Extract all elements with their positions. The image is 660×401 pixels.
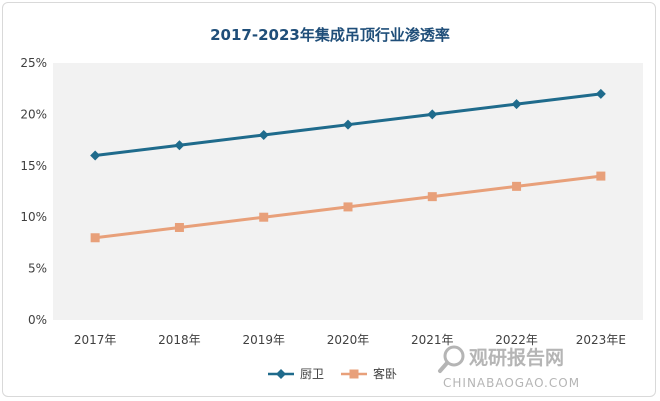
data-point-square-1 [174, 222, 184, 232]
y-tick-label: 5% [28, 262, 47, 276]
data-point-square-legend [349, 369, 359, 379]
y-tick-label: 25% [20, 56, 47, 70]
x-tick-label: 2023年E [576, 333, 626, 347]
y-tick-label: 0% [28, 313, 47, 327]
y-tick-label: 15% [20, 159, 47, 173]
chart-frame: 2017-2023年集成吊顶行业渗透率 0% 5% 10% 15% 20% 25% 201… [2, 2, 656, 397]
series-layer [90, 88, 606, 243]
data-point-square-6 [596, 171, 606, 181]
data-point-diamond-6 [595, 88, 606, 99]
x-tick-label: 2018年 [158, 333, 201, 347]
x-tick-label: 2021年 [411, 333, 454, 347]
data-point-square-0 [90, 233, 100, 243]
plot-area [53, 63, 643, 320]
data-point-diamond-1 [174, 140, 185, 151]
data-point-square-3 [343, 202, 353, 212]
x-axis: 2017年 2018年 2019年 2020年 2021年 2022年 2023年E [74, 333, 626, 347]
data-point-diamond-0 [90, 150, 101, 161]
data-point-diamond-3 [343, 119, 353, 130]
watermark: 观研报告网 CHINABAOGAO.COM [438, 345, 580, 390]
watermark-text-cn: 观研报告网 [469, 346, 564, 369]
data-point-square-5 [512, 181, 522, 191]
y-tick-label: 20% [20, 107, 47, 121]
data-point-square-4 [427, 192, 437, 202]
data-point-diamond-legend [276, 369, 286, 379]
x-tick-label: 2020年 [327, 333, 370, 347]
x-tick-label: 2022年 [495, 333, 538, 347]
chart-title: 2017-2023年集成吊顶行业渗透率 [210, 26, 450, 44]
y-axis: 0% 5% 10% 15% 20% 25% [20, 56, 47, 327]
series-0 [90, 88, 606, 161]
data-point-diamond-4 [427, 109, 438, 120]
y-tick-label: 10% [20, 210, 47, 224]
series-1 [90, 171, 606, 243]
magnifier-logo-icon [438, 345, 465, 373]
x-tick-label: 2019年 [242, 333, 285, 347]
legend-label: 客卧 [373, 366, 397, 381]
data-point-square-2 [259, 212, 269, 222]
data-point-diamond-2 [258, 129, 269, 140]
x-tick-label: 2017年 [74, 333, 117, 347]
line-chart: 2017-2023年集成吊顶行业渗透率 0% 5% 10% 15% 20% 25% 201… [20, 26, 643, 390]
legend-item-1: 客卧 [341, 366, 397, 381]
legend-label: 厨卫 [300, 367, 324, 381]
legend-item-0: 厨卫 [268, 367, 324, 381]
watermark-text-en: CHINABAOGAO.COM [443, 376, 580, 390]
legend: 厨卫 客卧 [268, 366, 397, 381]
